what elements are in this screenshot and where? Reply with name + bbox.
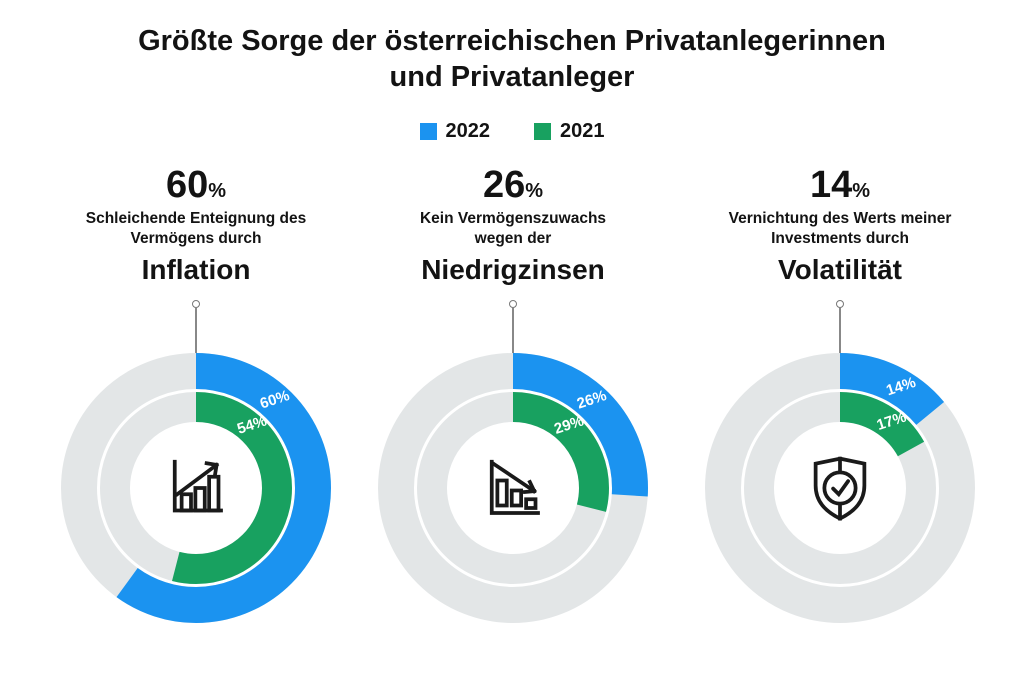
stat-percent-sign: % bbox=[525, 180, 544, 202]
donut-rings: 14%17% bbox=[705, 353, 975, 624]
stat-description-line1: Kein Vermögenszuwachs bbox=[419, 210, 607, 227]
stat-topic: Niedrigzinsen bbox=[421, 254, 605, 286]
stat-description-line2: wegen der bbox=[474, 230, 552, 248]
page-title-line2: und Privatanleger bbox=[389, 60, 635, 93]
shield-check-icon bbox=[705, 353, 975, 623]
chart-column-volatilitaet: 14% Vernichtung des Werts meiner Investm… bbox=[680, 166, 1000, 624]
growth-chart-icon bbox=[61, 353, 331, 623]
stat-percent-sign: % bbox=[208, 180, 227, 202]
stat-description-line1: Vernichtung des Werts meiner bbox=[728, 210, 952, 227]
donut-chart-inflation: 60% 54% bbox=[61, 353, 331, 624]
connector-line bbox=[839, 308, 841, 354]
stat-description: Schleichende Enteignung des Vermögens du… bbox=[36, 209, 356, 249]
page-title-line1: Größte Sorge der österreichischen Privat… bbox=[138, 25, 886, 57]
legend-item-2021: 2021 bbox=[534, 120, 605, 143]
stat-description-line2: Vermögens durch bbox=[130, 230, 262, 248]
stat-description-line2: Investments durch bbox=[771, 230, 909, 248]
declining-chart-icon bbox=[378, 353, 648, 623]
stat-topic: Inflation bbox=[141, 254, 251, 286]
donut-chart-niedrigzinsen: 26% 29% bbox=[378, 353, 648, 624]
connector-line bbox=[195, 308, 197, 354]
connector-dot bbox=[836, 300, 844, 309]
stat-description: Vernichtung des Werts meiner Investments… bbox=[680, 209, 1000, 249]
donut-rings: 26%29% bbox=[378, 353, 648, 624]
callout-connector bbox=[36, 300, 356, 354]
stat-number: 14 bbox=[809, 164, 853, 206]
stat-number: 26 bbox=[482, 164, 526, 206]
legend-swatch-2021 bbox=[534, 123, 551, 140]
stat-value: 14% bbox=[680, 166, 1000, 204]
stat-description-line1: Schleichende Enteignung des bbox=[85, 210, 307, 227]
donut-chart-volatilitaet: 14% 17% bbox=[705, 353, 975, 624]
stat-percent-sign: % bbox=[852, 180, 871, 202]
legend-item-2022: 2022 bbox=[419, 120, 491, 143]
stat-description: Kein Vermögenszuwachs wegen der bbox=[353, 209, 673, 249]
legend-swatch-2022 bbox=[419, 123, 437, 140]
stat-topic: Volatilität bbox=[778, 254, 902, 286]
connector-line bbox=[512, 308, 514, 354]
chart-legend: 2022 2021 bbox=[0, 120, 1024, 143]
donut-rings: 60%54% bbox=[61, 353, 331, 624]
page-title: Größte Sorge der österreichischen Privat… bbox=[0, 24, 1024, 96]
stat-value: 26% bbox=[353, 166, 673, 204]
legend-label-2022: 2022 bbox=[445, 120, 491, 142]
callout-connector bbox=[680, 300, 1000, 354]
chart-column-inflation: 60% Schleichende Enteignung des Vermögen… bbox=[36, 166, 356, 624]
chart-column-niedrigzinsen: 26% Kein Vermögenszuwachs wegen der Nied… bbox=[353, 166, 673, 624]
connector-dot bbox=[509, 300, 517, 309]
callout-connector bbox=[353, 300, 673, 354]
legend-label-2021: 2021 bbox=[560, 120, 605, 142]
stat-number: 60 bbox=[165, 164, 209, 206]
connector-dot bbox=[192, 300, 200, 309]
stat-value: 60% bbox=[36, 166, 356, 204]
